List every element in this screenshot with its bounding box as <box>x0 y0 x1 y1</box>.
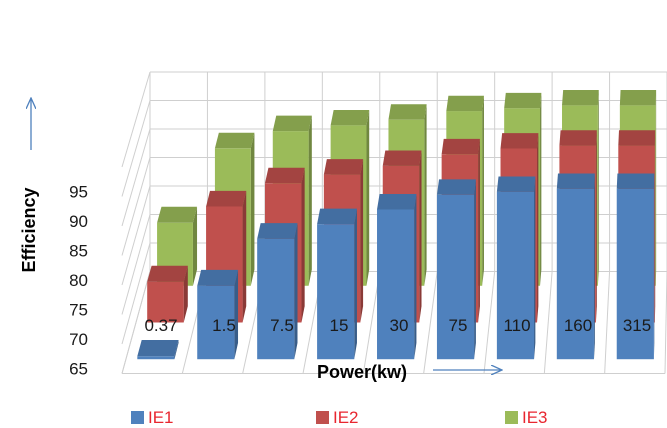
y-axis-title: Efficiency <box>19 187 39 272</box>
bar-ie1-7.5 <box>257 223 298 360</box>
y-tick-label: 85 <box>69 242 88 261</box>
y-tick-label: 90 <box>69 212 88 231</box>
x-tick-label: 1.5 <box>212 316 236 335</box>
chart-bars <box>137 90 657 360</box>
legend-item-ie1: IE1 <box>131 408 174 427</box>
x-tick-label: 15 <box>330 316 349 335</box>
y-tick-label: 65 <box>69 359 88 378</box>
y-tick-label: 80 <box>69 271 88 290</box>
x-tick-label: 7.5 <box>270 316 294 335</box>
bar-ie1-15 <box>317 208 357 360</box>
x-tick-label: 160 <box>564 316 592 335</box>
svg-text:IE1: IE1 <box>148 408 174 427</box>
x-axis-title: Power(kw) <box>317 362 407 382</box>
chart-legend: IE1 IE2 IE3 <box>131 408 548 427</box>
legend-item-ie3: IE3 <box>505 408 548 427</box>
bar-ie1-160 <box>556 173 595 360</box>
bar-ie1-110 <box>496 176 536 360</box>
x-tick-label: 315 <box>623 316 651 335</box>
legend-item-ie2: IE2 <box>316 408 359 427</box>
y-tick-label: 70 <box>69 330 88 349</box>
bar-ie1-0.37 <box>137 339 179 360</box>
bar-ie1-30 <box>377 193 417 360</box>
bar-ie2-0.37 <box>147 265 188 323</box>
svg-text:IE3: IE3 <box>522 408 548 427</box>
bar-ie1-1.5 <box>197 269 239 360</box>
x-tick-label: 30 <box>390 316 409 335</box>
x-tick-label: 0.37 <box>144 316 177 335</box>
y-tick-label: 75 <box>69 301 88 320</box>
bar-ie1-75 <box>436 179 476 360</box>
x-tick-label: 75 <box>449 316 468 335</box>
bar-ie1-315 <box>616 173 655 360</box>
x-tick-label: 110 <box>503 316 530 335</box>
chart-ticks: 65 70 75 80 85 90 95 0.37 1.5 7.5 15 30 75 110 160 315 <box>69 183 651 379</box>
y-tick-label: 95 <box>69 183 88 202</box>
svg-text:IE2: IE2 <box>333 408 359 427</box>
